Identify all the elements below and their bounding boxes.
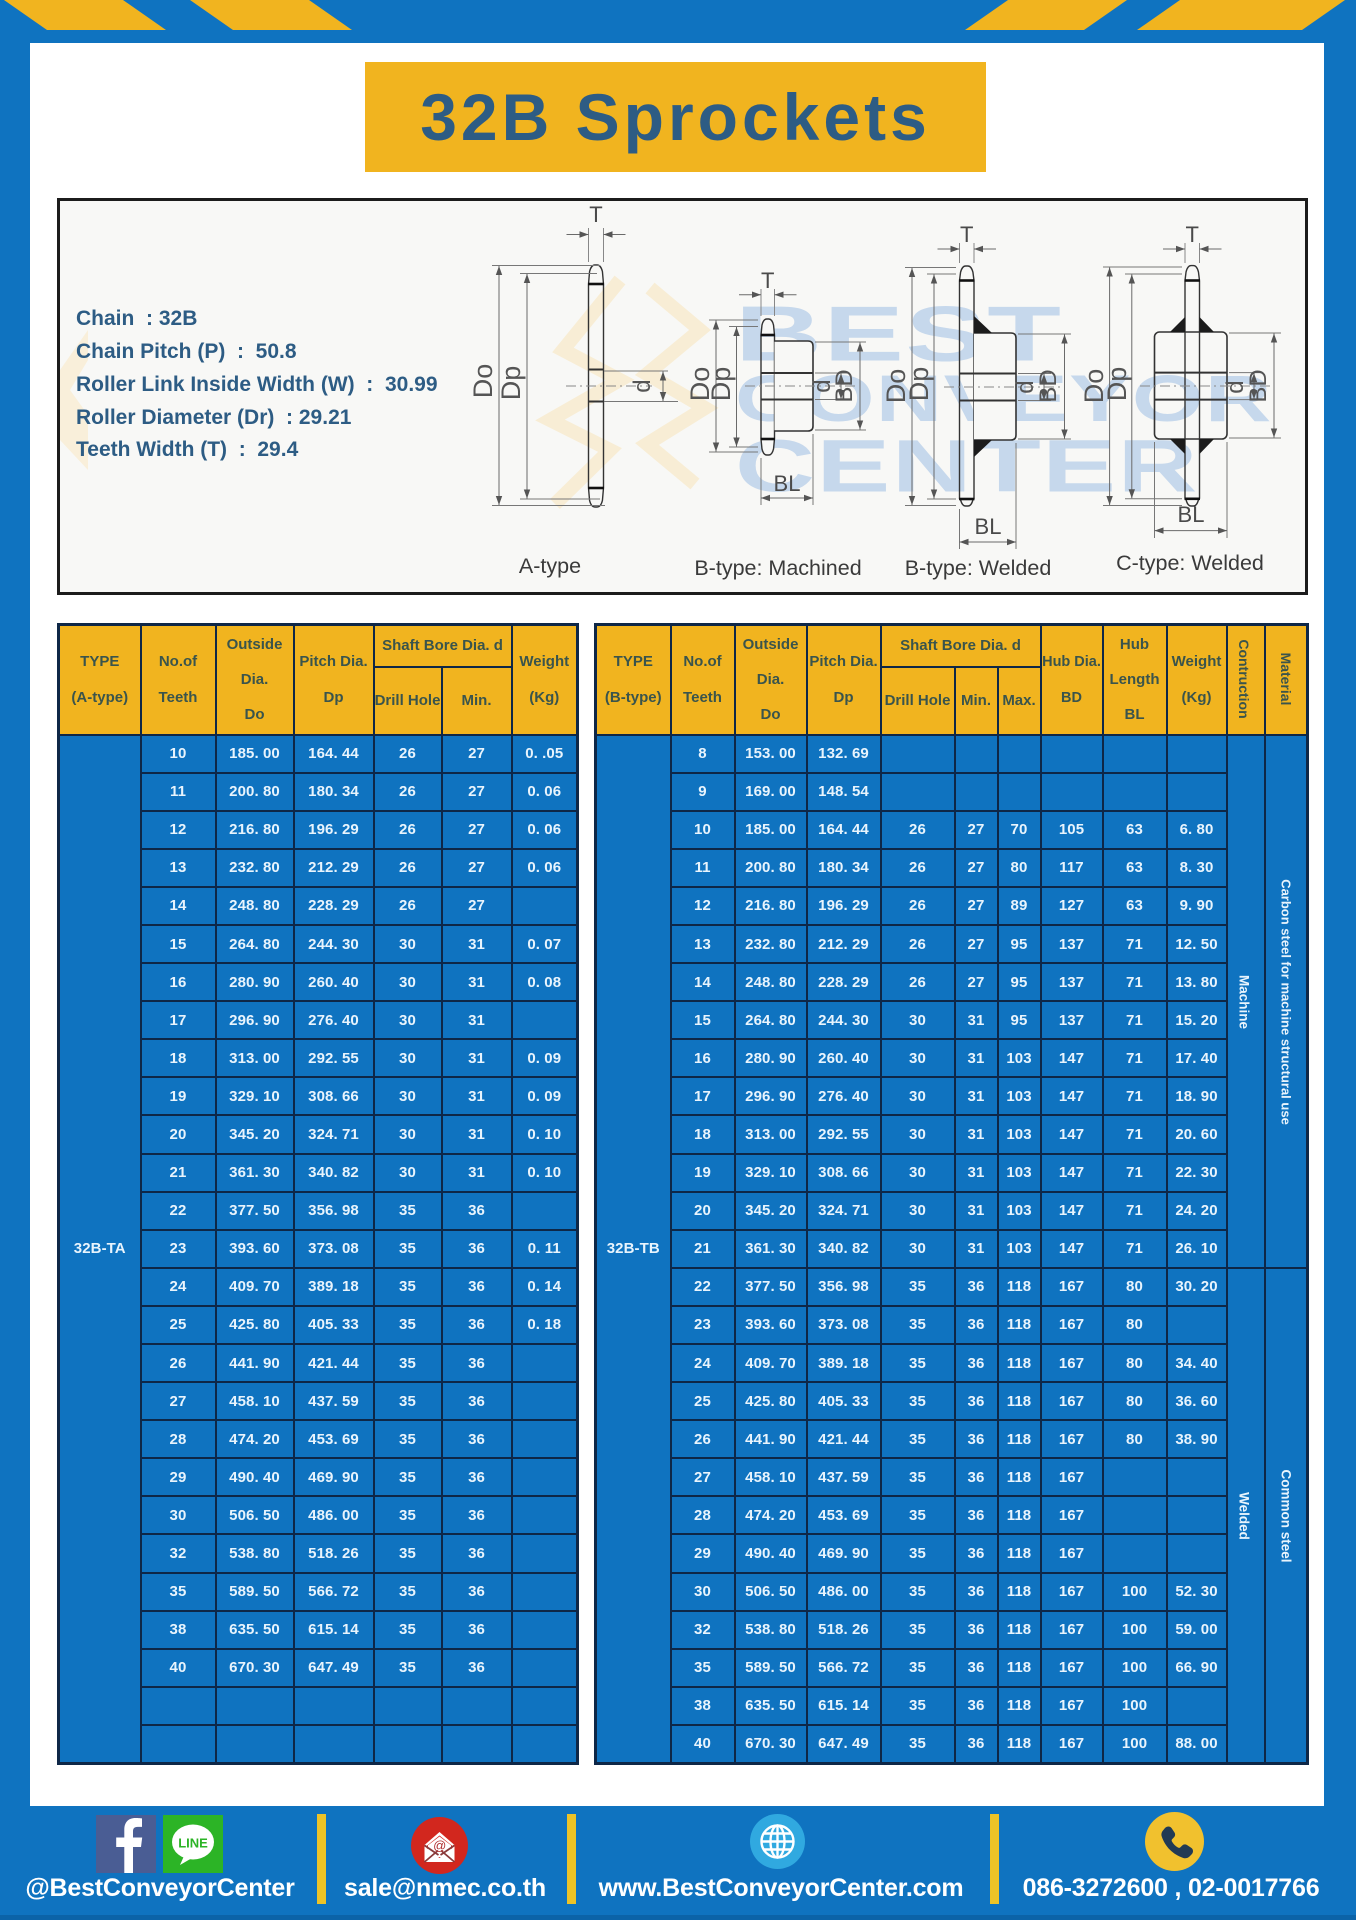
svg-text:@: @ <box>433 1838 446 1853</box>
svg-text:A-type: A-type <box>519 554 581 578</box>
svg-text:BL: BL <box>1178 502 1205 527</box>
svg-text:Dp: Dp <box>706 367 736 402</box>
svg-text:Do: Do <box>685 367 715 402</box>
svg-text:BD: BD <box>1035 369 1062 402</box>
svg-text:d: d <box>629 379 656 392</box>
svg-text:Do: Do <box>881 369 911 404</box>
svg-text:BL: BL <box>975 514 1002 539</box>
svg-text:T: T <box>1186 222 1199 247</box>
svg-text:d: d <box>1222 380 1249 393</box>
svg-text:Do: Do <box>1079 369 1109 404</box>
svg-text:T: T <box>589 202 602 227</box>
svg-text:LINE: LINE <box>178 1836 208 1851</box>
svg-text:BL: BL <box>774 471 801 496</box>
svg-text:B-type: Welded: B-type: Welded <box>905 556 1052 580</box>
svg-text:T: T <box>761 268 774 293</box>
svg-text:d: d <box>1012 380 1039 393</box>
svg-text:BD: BD <box>831 369 858 402</box>
svg-text:Do: Do <box>468 364 498 399</box>
svg-text:Dp: Dp <box>1102 367 1132 402</box>
svg-text:Dp: Dp <box>904 367 934 402</box>
svg-text:Dp: Dp <box>496 366 526 401</box>
svg-text:d: d <box>809 379 836 392</box>
svg-text:BD: BD <box>1245 369 1272 402</box>
svg-text:C-type: Welded: C-type: Welded <box>1116 551 1264 575</box>
svg-text:B-type: Machined: B-type: Machined <box>694 556 861 580</box>
svg-text:T: T <box>960 222 973 247</box>
